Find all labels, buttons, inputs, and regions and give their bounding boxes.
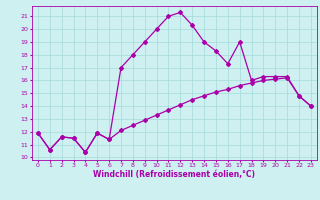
X-axis label: Windchill (Refroidissement éolien,°C): Windchill (Refroidissement éolien,°C) [93,170,255,179]
